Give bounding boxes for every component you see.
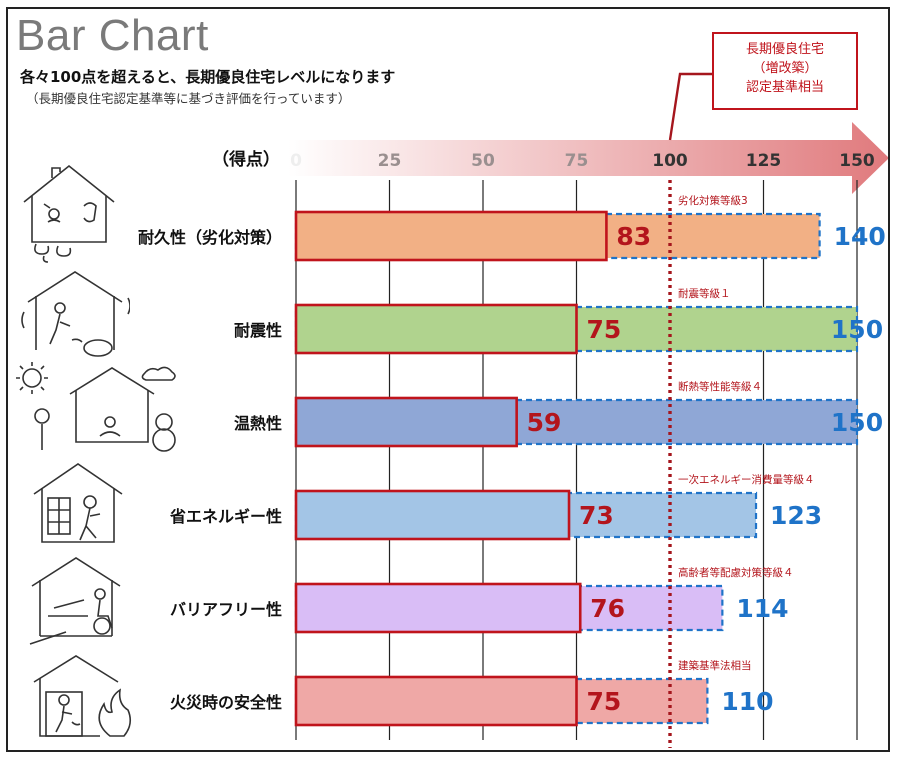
category-label: 火災時の安全性 xyxy=(170,693,282,712)
house-decay-icon xyxy=(23,164,115,263)
chart-frame xyxy=(6,7,890,752)
current-value-label: 83 xyxy=(616,222,651,251)
category-label: 耐久性（劣化対策） xyxy=(138,228,282,247)
house-fire-icon xyxy=(33,655,132,737)
axis-label: （得点） xyxy=(212,149,280,170)
current-value-label: 75 xyxy=(587,687,622,716)
target-note-label: 耐震等級１ xyxy=(678,287,731,300)
target-value-label: 150 xyxy=(831,315,883,344)
chart-title: Bar Chart xyxy=(16,11,209,60)
current-value-label: 59 xyxy=(527,408,562,437)
house-energy-icon xyxy=(33,463,123,543)
current-bar xyxy=(294,489,571,541)
target-note-label: 断熱等性能等級４ xyxy=(678,380,762,393)
target-value-label: 150 xyxy=(831,408,883,437)
target-value-label: 114 xyxy=(736,594,788,623)
category-label: 耐震性 xyxy=(234,321,282,340)
house-barrierfree-icon xyxy=(29,557,121,645)
target-note-label: 一次エネルギー消費量等級４ xyxy=(678,473,815,486)
callout-connector xyxy=(668,72,712,141)
current-bar xyxy=(294,303,578,355)
target-value-label: 140 xyxy=(834,222,886,251)
target-note-label: 劣化対策等級3 xyxy=(678,194,748,207)
tick-label: 125 xyxy=(746,151,782,171)
threshold-callout: 長期優良住宅 （増改築） 認定基準相当 xyxy=(712,32,858,110)
current-value-label: 75 xyxy=(587,315,622,344)
axis-arrow xyxy=(288,122,889,194)
current-value-label: 76 xyxy=(590,594,625,623)
house-thermal-icon xyxy=(16,362,176,452)
callout-line-2: （増改築） xyxy=(752,61,818,76)
current-bar xyxy=(294,582,582,634)
tick-label: 150 xyxy=(839,151,875,171)
category-label: バリアフリー性 xyxy=(170,600,282,619)
tick-label: 100 xyxy=(652,151,688,171)
tick-label: 75 xyxy=(565,151,589,171)
category-label: 省エネルギー性 xyxy=(169,507,282,526)
chart-subtitle: 各々100点を超えると、長期優良住宅レベルになります xyxy=(20,68,396,86)
target-value-label: 123 xyxy=(770,501,822,530)
callout-line-3: 認定基準相当 xyxy=(745,80,824,95)
current-value-label: 73 xyxy=(579,501,614,530)
target-note-label: 高齢者等配慮対策等級４ xyxy=(678,566,794,579)
target-value-label: 110 xyxy=(721,687,773,716)
current-bar xyxy=(294,396,518,448)
current-bar xyxy=(294,675,578,727)
tick-label: 25 xyxy=(378,151,402,171)
target-note-label: 建築基準法相当 xyxy=(678,659,752,672)
tick-label: 0 xyxy=(290,151,302,171)
category-label: 温熱性 xyxy=(233,414,282,433)
house-earthquake-icon xyxy=(21,271,130,357)
chart-note: （長期優良住宅認定基準等に基づき評価を行っています） xyxy=(26,91,351,106)
tick-label: 50 xyxy=(471,151,495,171)
callout-line-1: 長期優良住宅 xyxy=(745,42,824,57)
current-bar xyxy=(294,210,608,262)
